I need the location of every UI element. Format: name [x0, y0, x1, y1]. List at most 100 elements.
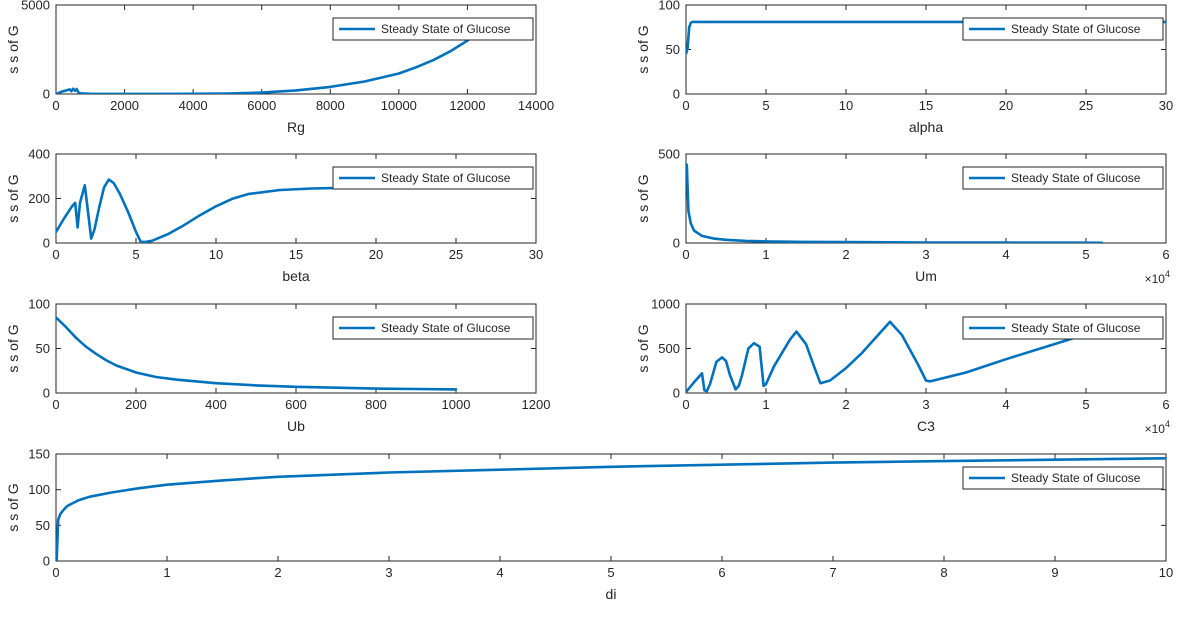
y-tick-label: 0: [43, 87, 50, 102]
x-tick-label: 3: [922, 247, 929, 262]
axes-box: [685, 153, 1167, 244]
x-tick-label: 0: [682, 397, 689, 412]
x-tick-label: 2: [274, 565, 281, 580]
x-tick-label: 8000: [316, 98, 345, 113]
x-axis-label: Rg: [287, 119, 305, 135]
subplot-grid: 0 2000 4000 6000 8000 10000 12000 1400005000Rgs…: [5, 0, 1173, 602]
y-tick-label: 100: [28, 297, 50, 312]
x-tick-label: 0: [52, 397, 59, 412]
x-tick-label: 15: [919, 98, 933, 113]
x-tick-label: 4: [1002, 247, 1009, 262]
x-axis-label: Um: [915, 268, 937, 284]
x-tick-label: 1200: [522, 397, 551, 412]
y-axis-label: s s of G: [635, 174, 651, 222]
x-tick-label: 10: [839, 98, 853, 113]
y-tick-label: 50: [666, 42, 680, 57]
x-tick-label: 0: [52, 98, 59, 113]
legend-box: [962, 316, 1164, 340]
y-tick-label: 0: [43, 236, 50, 251]
x-tick-label: 4: [496, 565, 503, 580]
y-tick-label: 500: [658, 341, 680, 356]
x-tick-label: 20: [999, 98, 1013, 113]
x-tick-label: 5: [607, 565, 614, 580]
x-tick-label: 5: [762, 98, 769, 113]
x-axis-label: C3: [917, 418, 935, 434]
legend-box: [962, 166, 1164, 190]
x-exponent-power: 4: [1165, 419, 1170, 429]
legend-box: [332, 17, 534, 41]
x-tick-label: 14000: [518, 98, 554, 113]
x-tick-label: 10: [209, 247, 223, 262]
legend-label: Steady State of Glucose: [381, 171, 511, 185]
y-axis-label: s s of G: [5, 483, 21, 531]
y-tick-label: 1000: [651, 297, 680, 312]
x-tick-label: 10000: [381, 98, 417, 113]
x-exponent-power: 4: [1165, 269, 1170, 279]
y-tick-label: 500: [658, 147, 680, 162]
y-axis-label: s s of G: [5, 324, 21, 372]
legend: Steady State of Glucose: [332, 17, 534, 41]
y-axis-label: s s of G: [5, 174, 21, 222]
x-tick-label: 0: [52, 247, 59, 262]
x-tick-label: 12000: [449, 98, 485, 113]
legend: Steady State of Glucose: [962, 17, 1164, 41]
x-tick-label: 1000: [442, 397, 471, 412]
y-tick-label: 100: [28, 482, 50, 497]
x-tick-label: 5: [132, 247, 139, 262]
x-axis-label: alpha: [909, 119, 943, 135]
x-tick-label: 3: [385, 565, 392, 580]
x-tick-label: 6: [1162, 397, 1169, 412]
x-tick-label: 2: [842, 397, 849, 412]
y-tick-label: 0: [673, 236, 680, 251]
x-tick-label: 200: [125, 397, 147, 412]
x-tick-label: 10: [1159, 565, 1173, 580]
x-tick-label: 30: [1159, 98, 1173, 113]
x-tick-label: 6: [1162, 247, 1169, 262]
legend-box: [962, 466, 1164, 490]
legend-label: Steady State of Glucose: [1011, 171, 1141, 185]
y-tick-label: 0: [673, 87, 680, 102]
x-exponent-base: ×10: [1145, 272, 1166, 286]
x-tick-label: 4000: [179, 98, 208, 113]
y-tick-label: 100: [658, 0, 680, 13]
legend-box: [332, 316, 534, 340]
x-tick-label: 6000: [247, 98, 276, 113]
x-tick-label: 800: [365, 397, 387, 412]
y-tick-label: 0: [673, 386, 680, 401]
series-line-1: [56, 316, 458, 391]
y-tick-label: 150: [28, 447, 50, 462]
x-tick-label: 30: [529, 247, 543, 262]
series-line-1: [56, 178, 378, 243]
y-tick-label: 400: [28, 147, 50, 162]
y-axis-label: s s of G: [635, 25, 651, 73]
y-axis-label: s s of G: [635, 324, 651, 372]
series-line-1: [686, 320, 1104, 393]
legend: Steady State of Glucose: [332, 166, 534, 190]
legend: Steady State of Glucose: [962, 466, 1164, 490]
x-tick-label: 2000: [110, 98, 139, 113]
x-tick-label: 8: [940, 565, 947, 580]
x-tick-label: 0: [52, 565, 59, 580]
legend-label: Steady State of Glucose: [1011, 321, 1141, 335]
y-tick-label: 5000: [21, 0, 50, 13]
x-tick-label: 5: [1082, 247, 1089, 262]
y-tick-label: 0: [43, 554, 50, 569]
x-tick-label: 0: [682, 247, 689, 262]
x-tick-label: 2: [842, 247, 849, 262]
x-exponent-label: ×104: [1145, 419, 1170, 436]
x-tick-label: 7: [829, 565, 836, 580]
x-axis-label: di: [606, 586, 617, 602]
x-tick-label: 25: [449, 247, 463, 262]
x-tick-label: 3: [922, 397, 929, 412]
y-axis-label: s s of G: [5, 25, 21, 73]
subplot-3: 0 5 10 15 20 25 30 0 200 400 beta s s of G Steady St…: [5, 147, 543, 285]
x-tick-label: 0: [682, 98, 689, 113]
y-tick-label: 50: [36, 341, 50, 356]
legend: Steady State of Glucose: [332, 316, 534, 340]
x-tick-label: 5: [1082, 397, 1089, 412]
x-exponent-base: ×10: [1145, 422, 1166, 436]
